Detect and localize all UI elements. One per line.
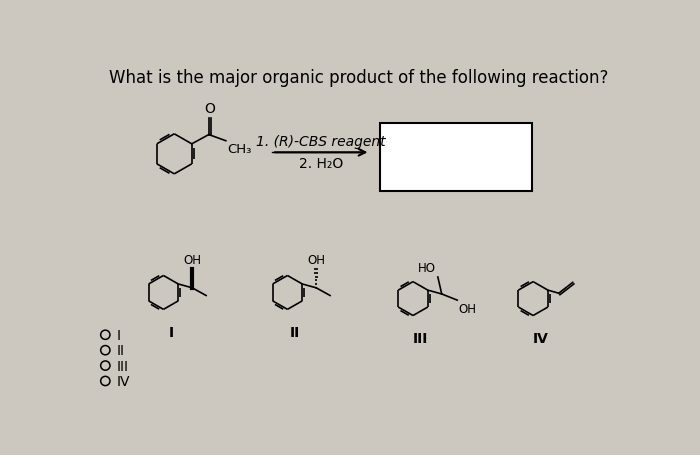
Text: I: I: [116, 328, 120, 342]
Bar: [381, 124, 531, 192]
Text: I: I: [169, 325, 174, 339]
Text: OH: OH: [183, 254, 201, 267]
Text: II: II: [290, 325, 300, 339]
Text: OH: OH: [458, 302, 477, 315]
Text: IV: IV: [533, 331, 549, 345]
Text: III: III: [413, 331, 428, 345]
Text: CH₃: CH₃: [228, 143, 252, 156]
Text: IV: IV: [116, 374, 130, 388]
Polygon shape: [191, 270, 193, 288]
Text: 1. (R)-CBS reagent: 1. (R)-CBS reagent: [256, 135, 386, 149]
Text: III: III: [116, 359, 128, 373]
Text: 2. H₂O: 2. H₂O: [299, 157, 343, 171]
Text: II: II: [116, 344, 124, 357]
Text: O: O: [204, 102, 215, 116]
Text: What is the major organic product of the following reaction?: What is the major organic product of the…: [109, 68, 608, 86]
Text: HO: HO: [419, 261, 436, 274]
Text: OH: OH: [307, 254, 326, 267]
